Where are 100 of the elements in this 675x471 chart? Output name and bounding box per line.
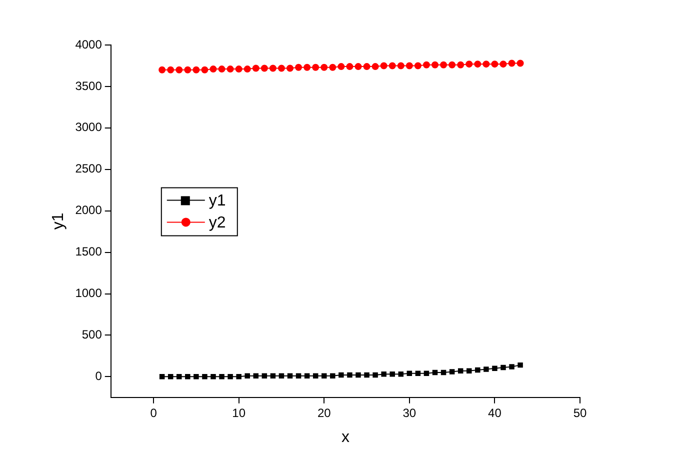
point	[278, 64, 285, 72]
point	[432, 61, 439, 68]
point	[356, 372, 361, 378]
point	[252, 64, 260, 72]
y-tick-label: 3500	[75, 78, 102, 93]
point	[218, 66, 226, 73]
y-tick-label: 2500	[75, 162, 102, 176]
y-tick-label: 2000	[75, 203, 102, 218]
point	[372, 372, 378, 378]
point	[509, 364, 514, 370]
point	[406, 370, 412, 376]
point	[244, 66, 251, 73]
legend-label: y1	[208, 192, 226, 210]
x-tick-label: 30	[402, 406, 416, 420]
point	[482, 60, 490, 68]
point	[192, 66, 200, 74]
point	[346, 63, 354, 70]
point	[415, 370, 421, 376]
point	[159, 374, 165, 380]
point	[458, 368, 464, 374]
point	[347, 372, 352, 378]
y-tick-label: 1500	[75, 244, 102, 259]
y-tick-label: 3000	[75, 120, 102, 134]
point	[176, 374, 182, 380]
point	[295, 64, 302, 71]
x-tick-label: 40	[488, 406, 502, 420]
point	[414, 62, 422, 70]
point	[219, 374, 224, 380]
legend-label: y2	[208, 214, 226, 232]
point	[364, 372, 370, 378]
point	[320, 64, 328, 71]
point	[388, 62, 396, 70]
point	[194, 374, 199, 380]
point	[484, 366, 489, 372]
point	[500, 60, 507, 68]
point	[466, 368, 472, 374]
point	[422, 61, 430, 68]
point	[397, 62, 404, 70]
point	[500, 364, 506, 370]
point	[474, 60, 482, 68]
point	[448, 61, 456, 68]
y-tick-label: 500	[82, 328, 102, 342]
point	[457, 61, 464, 68]
point	[516, 60, 524, 67]
point	[491, 60, 498, 68]
point	[380, 62, 388, 70]
point	[286, 64, 294, 72]
point	[226, 66, 234, 73]
point	[228, 374, 233, 380]
point	[304, 64, 311, 71]
point	[312, 64, 320, 71]
point	[330, 373, 336, 378]
point	[168, 374, 174, 380]
point	[210, 374, 216, 380]
x-tick-label: 10	[232, 406, 246, 420]
point	[424, 370, 430, 376]
point	[354, 63, 362, 70]
point	[381, 372, 386, 377]
point	[184, 66, 192, 74]
point	[329, 64, 336, 71]
point	[518, 362, 523, 368]
point	[278, 373, 284, 378]
y-tick-label: 0	[95, 368, 102, 383]
point	[440, 61, 448, 68]
point	[270, 373, 276, 378]
point	[210, 66, 217, 73]
point	[167, 66, 174, 74]
point	[322, 373, 327, 378]
point	[235, 66, 242, 73]
x-axis-title: x	[341, 428, 350, 446]
point	[304, 373, 310, 378]
point	[398, 372, 404, 377]
point	[236, 374, 242, 380]
point	[475, 367, 480, 373]
point	[296, 373, 302, 378]
point	[432, 370, 438, 376]
point	[269, 64, 276, 72]
point	[260, 64, 268, 72]
point	[406, 62, 413, 70]
y-tick-label: 1000	[75, 286, 102, 300]
x-tick-label: 0	[150, 406, 158, 420]
point	[312, 373, 318, 378]
point	[492, 366, 498, 371]
point	[449, 369, 455, 374]
y-tick-label: 4000	[75, 37, 102, 52]
x-tick-label: 50	[573, 406, 587, 420]
point	[287, 373, 293, 378]
point	[262, 373, 268, 378]
point	[176, 66, 183, 74]
point	[338, 63, 345, 70]
point	[185, 374, 190, 380]
point	[201, 66, 208, 74]
point	[253, 373, 259, 378]
point	[466, 60, 473, 68]
point	[202, 374, 208, 380]
point	[363, 63, 370, 70]
point	[372, 63, 379, 70]
point	[158, 66, 166, 74]
point	[508, 60, 516, 67]
point	[338, 372, 344, 378]
